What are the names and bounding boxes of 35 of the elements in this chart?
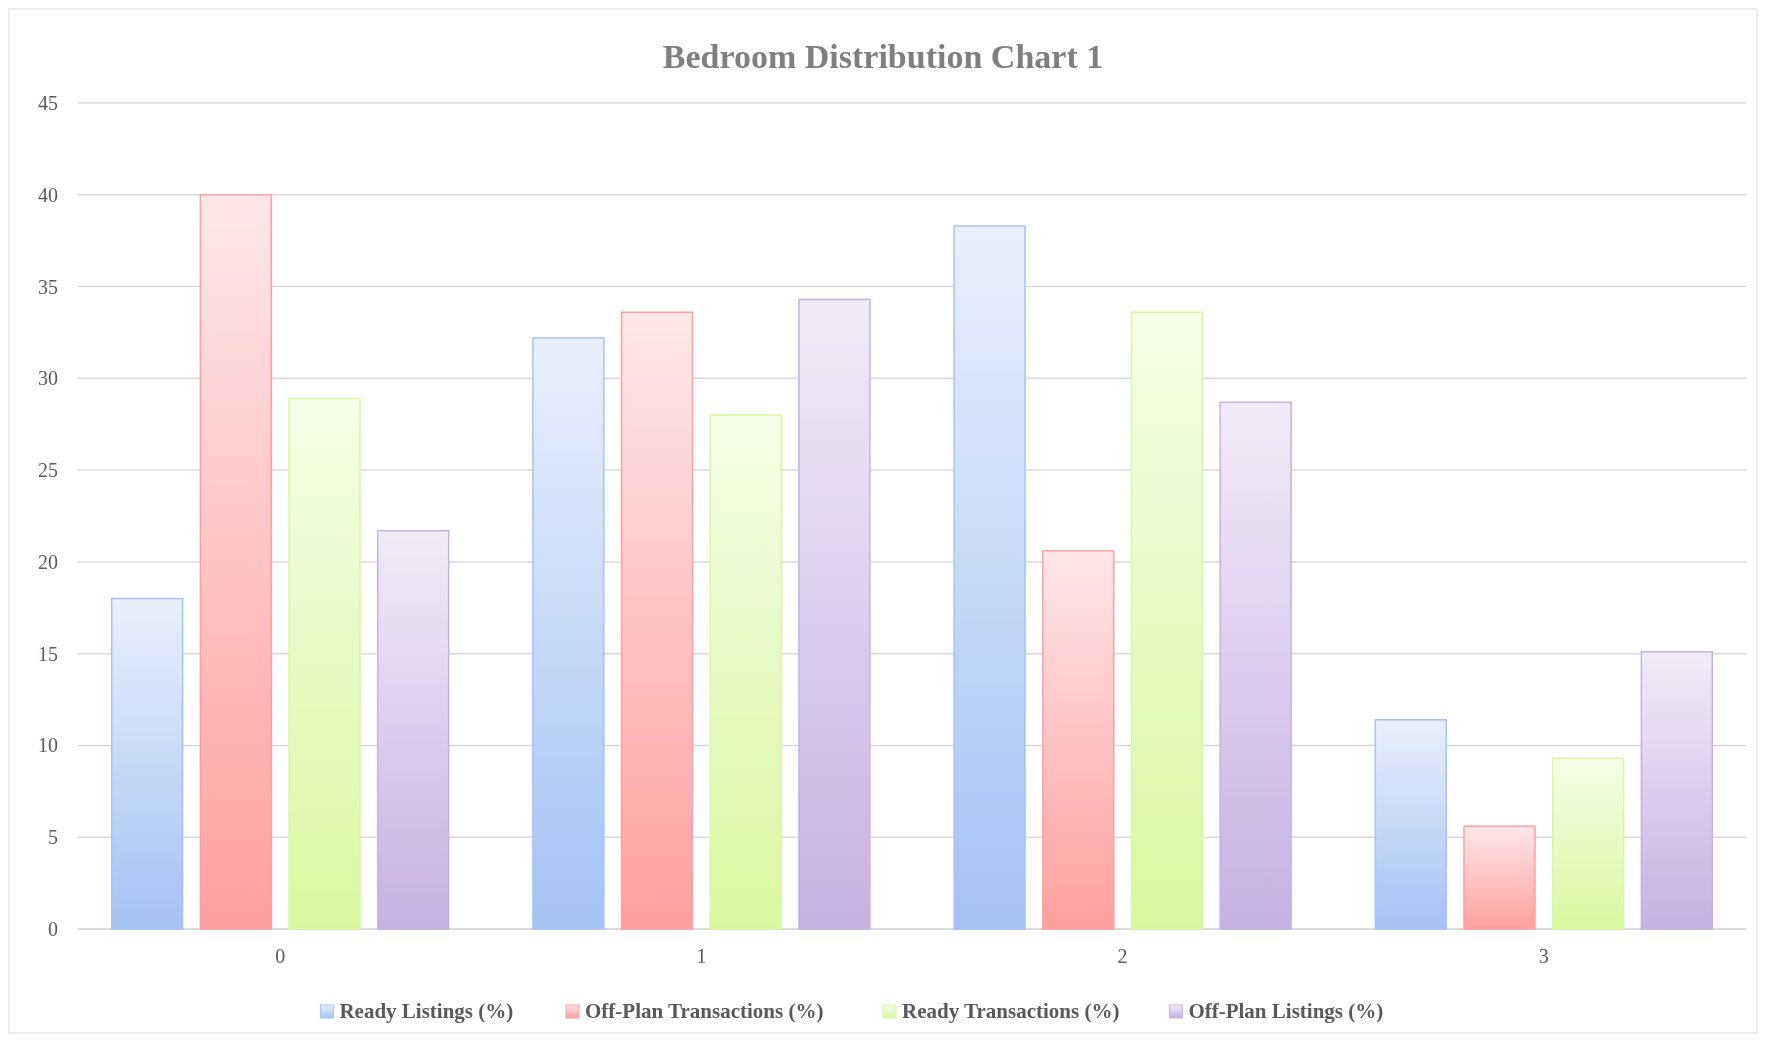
x-tick-label: 2: [1117, 945, 1128, 967]
bar: [1042, 550, 1115, 930]
y-tick-label: 20: [38, 550, 58, 573]
y-tick-label: 15: [38, 642, 58, 665]
x-tick-label: 0: [275, 945, 286, 967]
legend-label: Off-Plan Listings (%): [1188, 999, 1384, 1023]
bar: [1640, 651, 1714, 930]
bar: [1130, 311, 1204, 930]
legend-label: Ready Transactions (%): [902, 999, 1120, 1023]
bar: [1374, 719, 1448, 930]
bar: [620, 311, 694, 930]
bar: [798, 298, 871, 930]
legend-label: Off-Plan Transactions (%): [585, 999, 824, 1023]
y-tick-label: 30: [38, 367, 58, 390]
y-tick-label: 45: [38, 92, 58, 114]
y-tick-label: 40: [38, 183, 58, 206]
y-tick-label: 25: [38, 459, 58, 482]
x-tick-label: 1: [696, 945, 707, 967]
bar: [1219, 401, 1292, 930]
bar: [532, 337, 605, 930]
bar: [953, 225, 1026, 930]
x-tick-label: 3: [1538, 945, 1549, 967]
bar: [1463, 825, 1536, 930]
y-tick-label: 35: [38, 275, 58, 298]
y-tick-label: 5: [48, 826, 58, 849]
bar: [288, 397, 361, 930]
bar: [1551, 757, 1625, 930]
bar: [110, 597, 184, 930]
y-tick-label: 0: [48, 918, 58, 940]
bar: [376, 529, 450, 930]
chart-title: Bedroom Distribution Chart 1: [662, 38, 1104, 75]
legend-label: Ready Listings (%): [339, 999, 514, 1023]
y-tick-label: 10: [38, 734, 58, 757]
bar: [199, 194, 273, 930]
bar: [709, 414, 782, 930]
